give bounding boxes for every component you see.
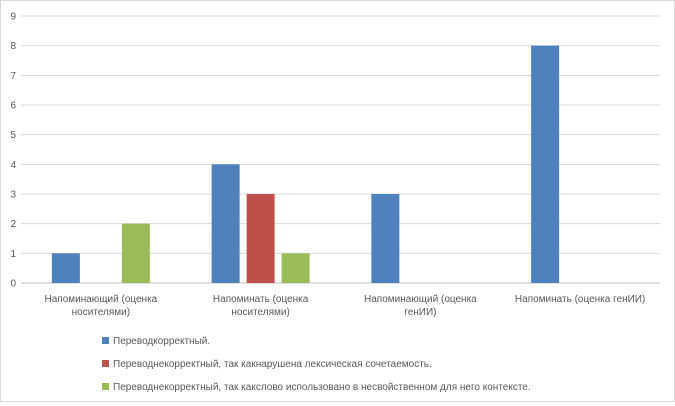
category-label: Напоминающий (оценка [45, 294, 158, 305]
y-tick-label: 2 [10, 219, 16, 230]
legend-label: Переводнекорректный, так какслово исполь… [113, 382, 531, 393]
y-tick-label: 7 [10, 71, 16, 82]
legend-label: Переводкорректный. [113, 336, 210, 347]
category-label: Напоминающий (оценка [364, 294, 477, 305]
y-tick-label: 5 [10, 130, 16, 141]
bar-series-1-category-3 [371, 194, 400, 283]
legend-swatch [102, 383, 109, 390]
legend-swatch [102, 337, 109, 344]
legend-swatch [102, 360, 109, 367]
category-label: Напоминать (оценка генИИ) [515, 294, 645, 305]
y-tick-label: 4 [10, 160, 16, 171]
y-axis-ticks: 0 1 2 3 4 5 6 7 8 9 [10, 12, 16, 290]
bars [51, 45, 560, 283]
y-tick-label: 0 [10, 279, 16, 290]
y-tick-label: 1 [10, 249, 16, 260]
bar-series-3-category-2 [281, 253, 310, 283]
x-axis-categories: Напоминающий (оценка носителями) Напоминат… [45, 294, 646, 318]
category-label: носителями) [72, 307, 130, 318]
legend: Переводкорректный. Переводнекорректный, т… [102, 336, 531, 393]
legend-label: Переводнекорректный, так какнарушена лек… [113, 359, 432, 370]
gridlines [21, 15, 660, 284]
category-label: Напоминать (оценка [213, 294, 309, 305]
y-tick-label: 9 [10, 12, 16, 23]
y-tick-label: 6 [10, 101, 16, 112]
bar-series-3-category-1 [121, 223, 150, 283]
category-label: генИИ) [404, 307, 436, 318]
bar-series-1-category-1 [51, 253, 80, 283]
category-label: носителями) [231, 307, 289, 318]
bar-series-1-category-4 [531, 45, 560, 283]
bar-series-1-category-2 [211, 164, 240, 283]
y-tick-label: 8 [10, 41, 16, 52]
y-tick-label: 3 [10, 190, 16, 201]
bar-series-2-category-2 [246, 194, 275, 283]
